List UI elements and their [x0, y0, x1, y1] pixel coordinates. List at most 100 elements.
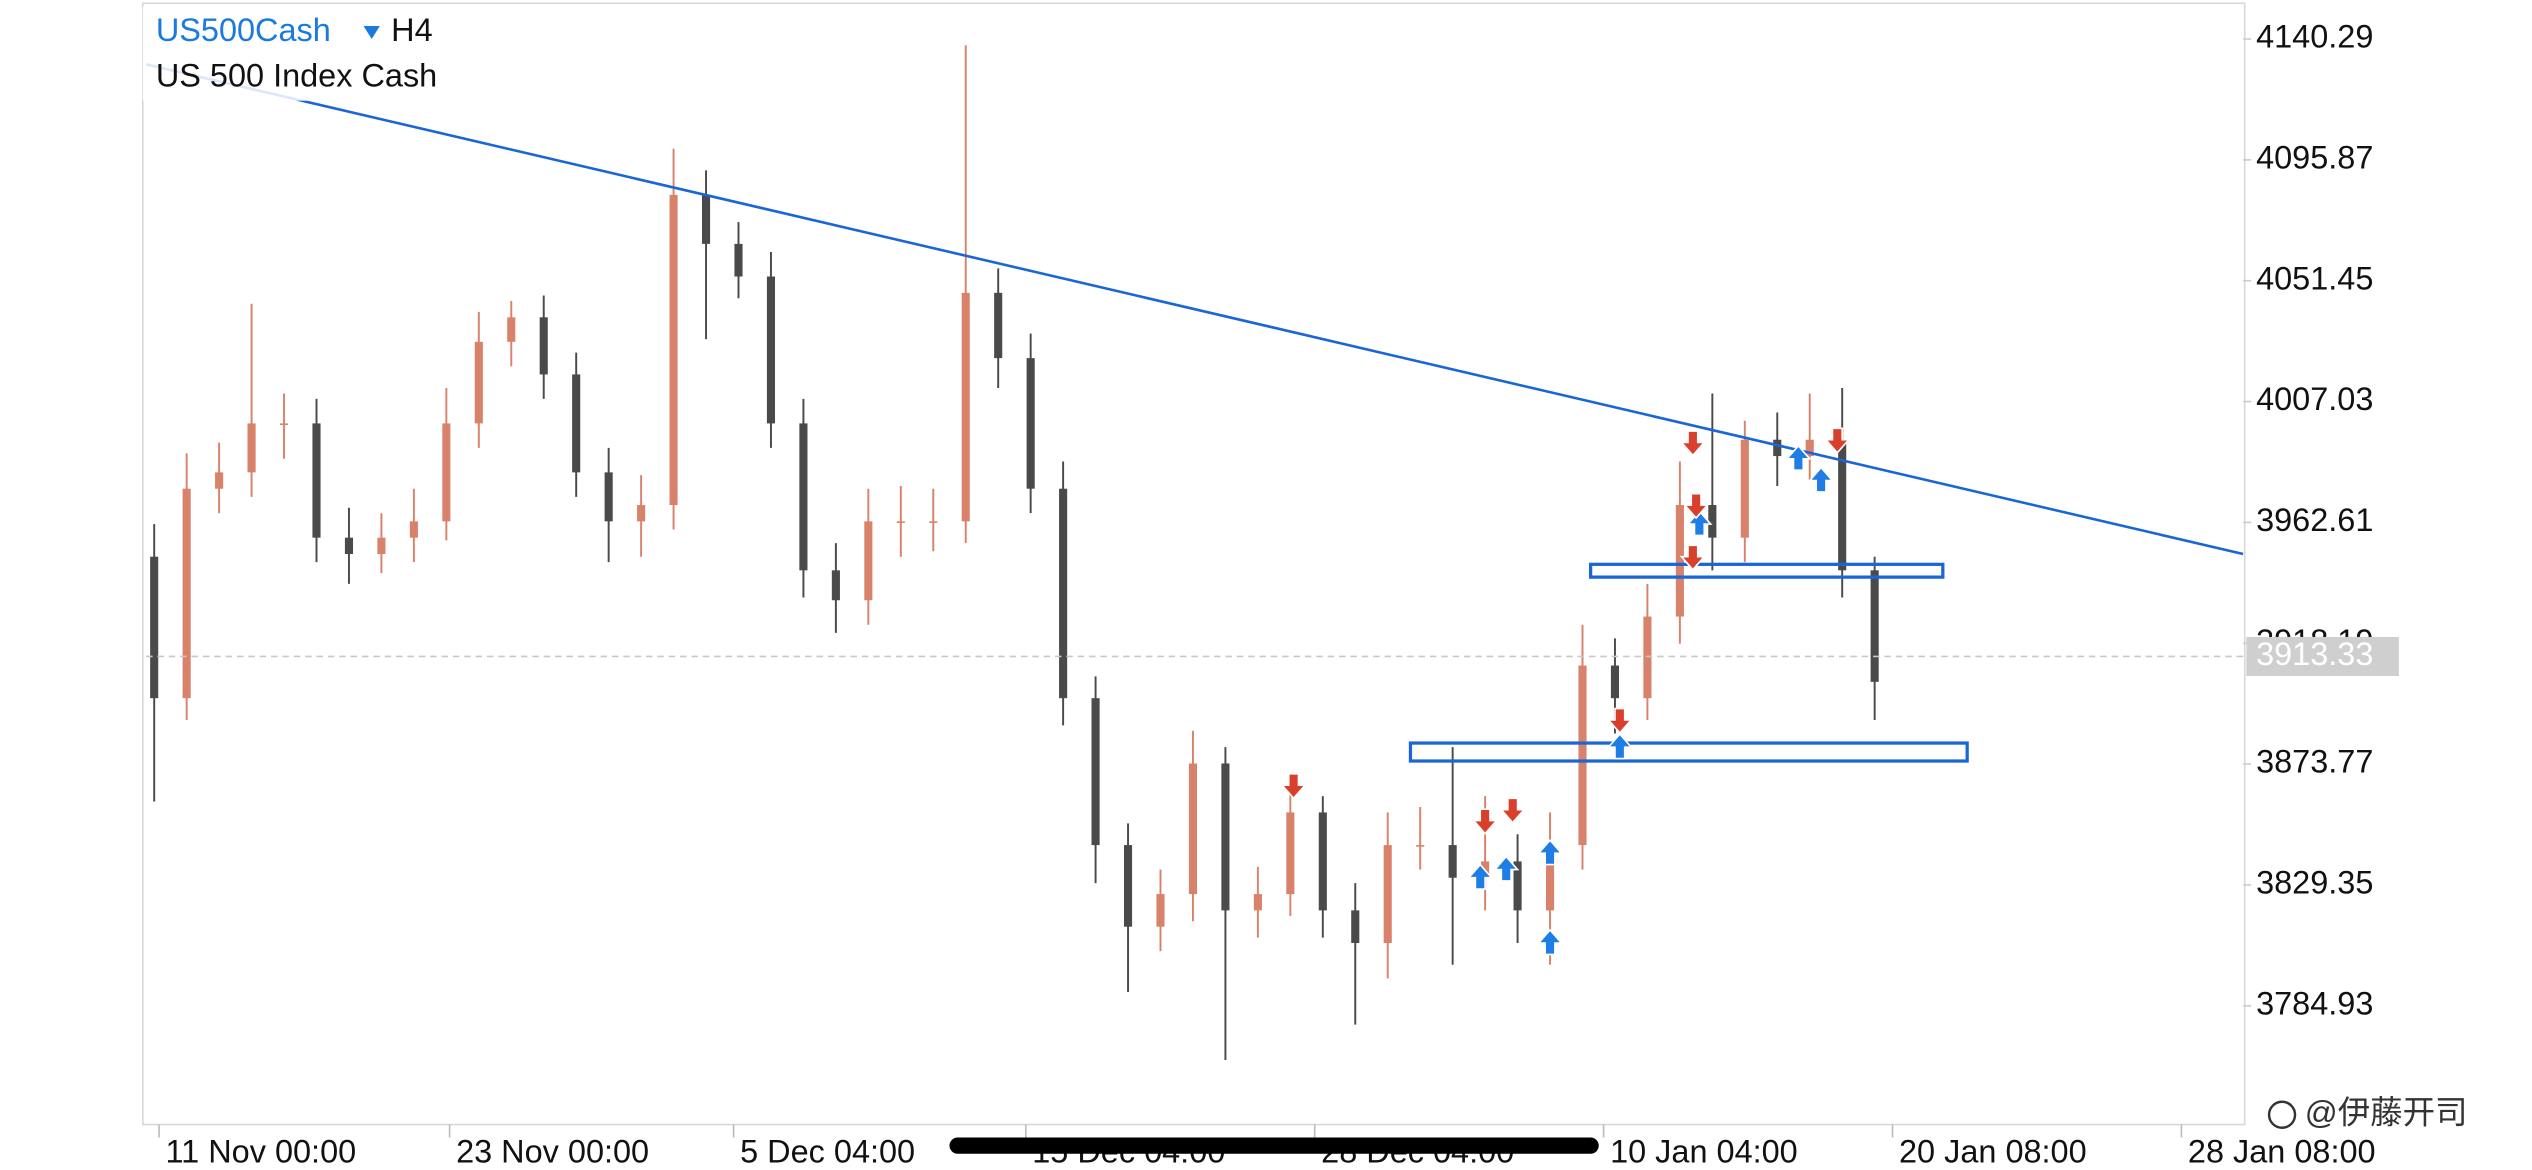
last-price-label: 3913.33 — [2256, 636, 2373, 672]
candle-body — [1675, 505, 1684, 617]
candle-body — [539, 317, 548, 375]
candle-body — [734, 243, 743, 277]
candle-body — [572, 374, 581, 473]
candle-body — [1545, 845, 1555, 911]
zone — [1588, 562, 1945, 579]
candle-body — [1643, 616, 1652, 699]
candle-body — [1416, 845, 1425, 847]
candle-body — [1708, 505, 1717, 538]
symbol[interactable]: US500Cash — [156, 12, 331, 48]
watermark: @伊藤开司 — [2305, 1094, 2468, 1130]
candle-body — [1059, 488, 1068, 699]
buy-arrow — [1686, 509, 1713, 537]
buy-arrow — [1467, 863, 1494, 890]
candle-body — [1156, 894, 1165, 927]
sell-arrow — [1499, 797, 1526, 824]
subtitle: US 500 Index Cash — [156, 58, 437, 94]
buy-arrow — [1807, 466, 1835, 493]
candle-body — [1578, 665, 1587, 846]
candle-body — [1870, 570, 1879, 682]
trendline — [145, 63, 2244, 556]
axis-layer: 4140.294095.874051.454007.033962.613918.… — [158, 19, 2376, 1169]
candle-body — [474, 341, 483, 424]
candle-body — [1805, 439, 1814, 457]
header-bg — [142, 6, 484, 101]
candle-body — [344, 537, 354, 554]
candle-body — [182, 488, 191, 699]
candle-body — [1123, 845, 1133, 927]
x-tick-label: 23 Nov 00:00 — [456, 1133, 649, 1169]
x-tick-label: 20 Jan 08:00 — [1899, 1133, 2087, 1169]
candle-body — [1513, 861, 1522, 911]
candle-body — [507, 317, 516, 342]
buy-arrow — [1785, 444, 1812, 471]
y-tick-label: 4140.29 — [2256, 19, 2373, 55]
candle-body — [961, 292, 970, 522]
sell-arrow — [1606, 707, 1633, 735]
sell-arrow — [1824, 427, 1851, 454]
candle-body — [1383, 845, 1392, 944]
candle-body — [442, 423, 451, 522]
candle-body — [1221, 763, 1230, 911]
candle-body — [1091, 698, 1100, 846]
y-tick-label: 4007.03 — [2256, 381, 2373, 417]
candle-body — [312, 423, 321, 538]
candle-body — [1188, 763, 1198, 895]
candle-body — [766, 276, 776, 424]
sell-arrow — [1682, 492, 1710, 520]
candle-body — [409, 521, 418, 538]
y-tick-label: 3784.93 — [2256, 985, 2373, 1021]
candle-body — [279, 423, 289, 426]
sell-arrow — [1280, 773, 1307, 800]
candle-body — [1773, 439, 1782, 457]
buy-arrow — [1536, 928, 1564, 956]
x-tick-label: 10 Jan 04:00 — [1610, 1133, 1798, 1169]
symbol-dropdown-icon[interactable] — [363, 26, 380, 39]
last-price-bg — [2246, 636, 2399, 676]
candle-body — [864, 521, 873, 601]
candle-body — [799, 423, 808, 571]
candle-body — [994, 292, 1003, 359]
timeframe[interactable]: H4 — [391, 12, 432, 48]
sell-arrow — [1679, 430, 1707, 457]
candle-body — [215, 472, 224, 489]
candle-body — [896, 521, 905, 523]
home-indicator — [949, 1137, 1599, 1154]
buy-arrow — [1493, 855, 1520, 882]
candle-body — [929, 521, 938, 523]
sell-arrow — [1471, 808, 1499, 835]
candle-body — [1351, 910, 1360, 944]
candle-body — [831, 570, 840, 601]
plot-frame — [142, 2, 2246, 1126]
x-tick-label: 28 Jan 08:00 — [2188, 1133, 2376, 1169]
y-tick-label: 3962.61 — [2256, 502, 2373, 538]
candle-body — [1448, 845, 1457, 878]
candle-body — [701, 194, 711, 244]
overlay-layer: 3913.33 — [145, 63, 2399, 956]
candle-body — [1286, 812, 1295, 895]
y-tick-label: 4095.87 — [2256, 139, 2373, 175]
sell-arrow — [1679, 544, 1707, 571]
buy-arrow — [1606, 732, 1633, 760]
candle-body — [604, 472, 613, 522]
candle-body — [1318, 812, 1327, 911]
y-tick-label: 3873.77 — [2256, 744, 2373, 780]
candle-body — [1026, 358, 1035, 489]
candle-body — [1740, 439, 1749, 538]
watermark-logo — [2267, 1100, 2297, 1129]
y-tick-label: 4051.45 — [2256, 260, 2373, 296]
buy-arrow — [1536, 839, 1564, 866]
candle-body — [1838, 439, 1847, 571]
x-tick-label: 5 Dec 04:00 — [740, 1133, 915, 1169]
candle-body — [669, 194, 678, 506]
candle-body — [637, 505, 646, 522]
candle-body — [247, 423, 256, 473]
candle-body — [1610, 665, 1620, 699]
zone — [1408, 741, 1969, 763]
x-tick-label: 11 Nov 00:00 — [166, 1133, 357, 1169]
candle-body — [1253, 894, 1262, 911]
candle-body — [377, 537, 386, 554]
candle-body — [150, 556, 159, 699]
